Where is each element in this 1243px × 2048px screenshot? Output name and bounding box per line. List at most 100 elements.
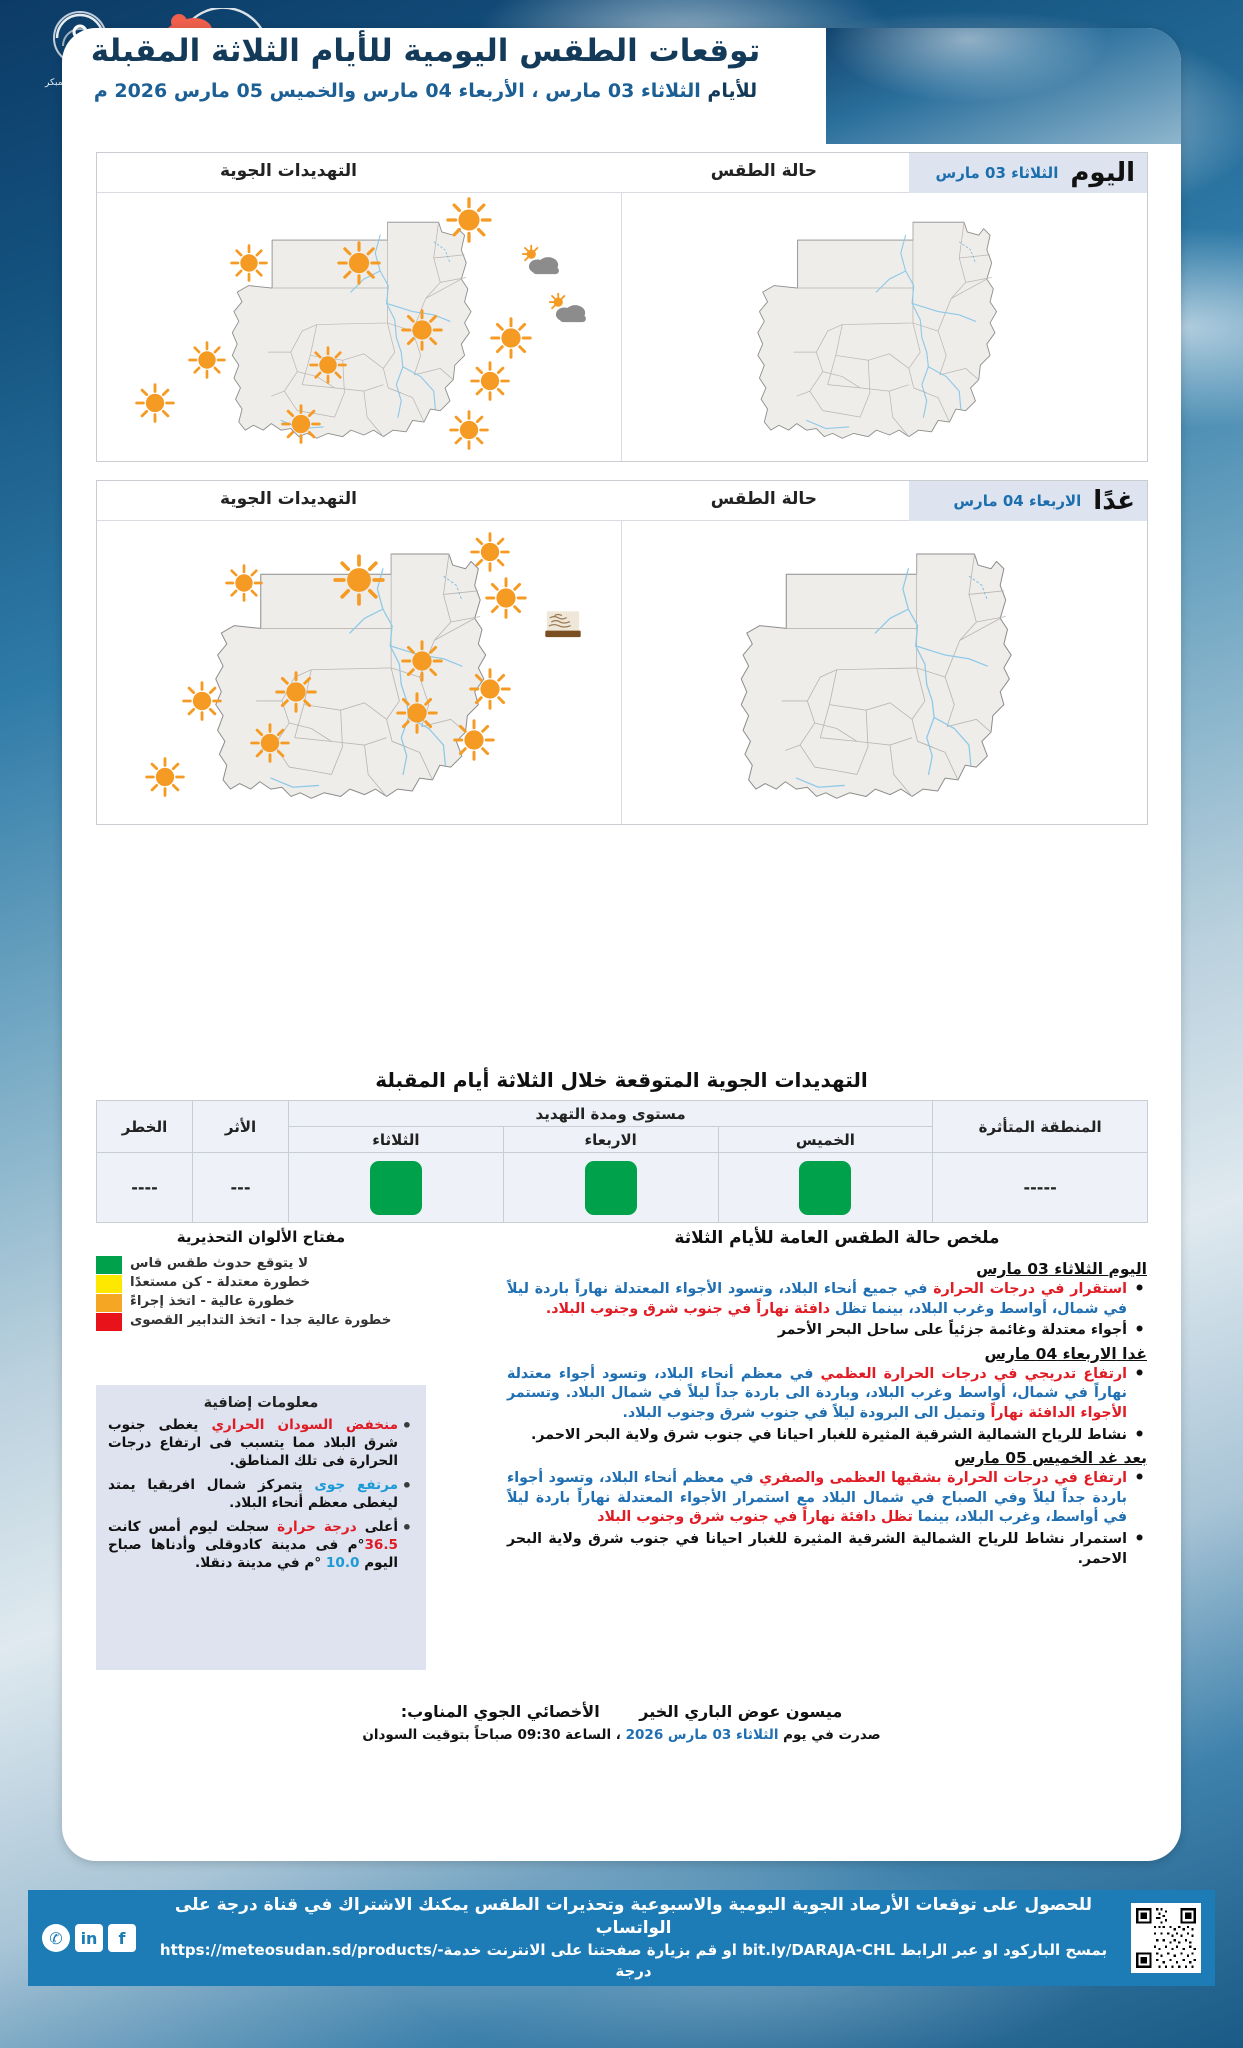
sun-icon bbox=[470, 361, 510, 405]
sun-icon bbox=[401, 309, 443, 355]
date-range-value: الثلاثاء 03 مارس ، الأربعاء 04 مارس والخ… bbox=[93, 79, 701, 102]
dust-storm-icon bbox=[545, 611, 582, 638]
bottom-banner: للحصول على توقعات الأرصاد الجوية اليومية… bbox=[28, 1890, 1215, 1986]
list-item: استمرار نشاط للرياح الشمالية الشرقية الم… bbox=[507, 1528, 1147, 1569]
banner-text: للحصول على توقعات الأرصاد الجوية اليومية… bbox=[136, 1894, 1131, 1982]
today-day-date: الثلاثاء 03 مارس bbox=[935, 164, 1059, 182]
warning-key-list: لا يتوقع حدوث طقس قاس خطورة معتدلة - كن م… bbox=[96, 1256, 426, 1332]
sun-icon bbox=[182, 681, 222, 721]
sun-icon bbox=[469, 667, 511, 710]
sun-icon bbox=[224, 563, 263, 606]
td-sev-wednesday bbox=[502, 1152, 719, 1223]
sun-icon bbox=[449, 409, 489, 454]
tomorrow-weather-map bbox=[97, 521, 622, 824]
warning-key-swatch bbox=[96, 1275, 122, 1293]
summary-body: اليوم الثلاثاء 03 مارساستقرار في درجات ا… bbox=[507, 1258, 1147, 1573]
th-day-wednesday: الاربعاء bbox=[502, 1126, 719, 1153]
sun-icon bbox=[333, 553, 385, 610]
list-item: استقرار في درجات الحرارة في جميع أنحاء ا… bbox=[507, 1278, 1147, 1319]
list-item: مرتفع جوى يتمركز شمال افريقيا يمتد ليغطى… bbox=[108, 1475, 414, 1513]
issued-prefix: صدرت في يوم bbox=[783, 1727, 881, 1743]
sudan-map-outline bbox=[622, 521, 1147, 824]
sun-icon bbox=[188, 341, 226, 379]
panel-tomorrow-body bbox=[97, 521, 1147, 824]
forecaster-name: ميسون عوض الباري الخير bbox=[639, 1702, 843, 1721]
panel-today: اليوم الثلاثاء 03 مارس حالة الطقس التهدي… bbox=[96, 152, 1148, 462]
sun-icon bbox=[145, 756, 185, 801]
warning-key-title: مفتاح الألوان التحذيرية bbox=[176, 1228, 346, 1246]
summary-bullets-2: ارتفاع في درجات الحرارة بشقيها العظمى وا… bbox=[507, 1467, 1147, 1569]
th-day-tuesday: الثلاثاء bbox=[288, 1126, 504, 1153]
cloud-sun-icon bbox=[548, 292, 589, 330]
sun-icon bbox=[490, 317, 532, 360]
date-range-label: للأيام bbox=[707, 79, 758, 102]
sudan-map-outline bbox=[97, 193, 621, 461]
summary-title: ملخص حالة الطقس العامة للأيام الثلاثة bbox=[674, 1228, 1000, 1248]
issued-date: الثلاثاء 03 مارس 2026 bbox=[625, 1727, 779, 1743]
today-day-chip: اليوم الثلاثاء 03 مارس bbox=[909, 153, 1147, 193]
warning-key-label: خطورة معتدلة - كن مستعدًا bbox=[130, 1275, 311, 1290]
banner-short-link[interactable]: bit.ly/DARAJA-CHL bbox=[742, 1940, 896, 1959]
summary-bullets-0: استقرار في درجات الحرارة في جميع أنحاء ا… bbox=[507, 1278, 1147, 1342]
tomorrow-day-date: الاربعاء 04 مارس bbox=[953, 492, 1082, 510]
signature-block: ميسون عوض الباري الخير الأخصائي الجوي ال… bbox=[0, 1702, 1243, 1743]
today-threat-header: التهديدات الجوية bbox=[219, 161, 357, 181]
panel-tomorrow-head: غدًا الاربعاء 04 مارس حالة الطقس التهديد… bbox=[97, 481, 1147, 521]
issued-line: صدرت في يوم الثلاثاء 03 مارس 2026 ، السا… bbox=[0, 1727, 1243, 1743]
page-header: توقعات الطقس اليومية للأيام الثلاثة المق… bbox=[0, 33, 851, 102]
cloud-sun-icon bbox=[548, 292, 586, 322]
panel-tomorrow: غدًا الاربعاء 04 مارس حالة الطقس التهديد… bbox=[96, 480, 1148, 825]
panel-today-head: اليوم الثلاثاء 03 مارس حالة الطقس التهدي… bbox=[97, 153, 1147, 193]
sun-icon bbox=[453, 719, 496, 761]
th-level-group: مستوى ومدة التهديد bbox=[287, 1100, 934, 1127]
sun-icon bbox=[188, 341, 226, 383]
sun-icon bbox=[333, 553, 385, 606]
today-weather-header: حالة الطقس bbox=[710, 161, 817, 181]
sun-icon bbox=[470, 532, 510, 576]
linkedin-icon[interactable]: in bbox=[75, 1924, 103, 1952]
sun-icon bbox=[446, 197, 492, 244]
banner-website-url[interactable]: https://meteosudan.sd/products/خدمة-درجة bbox=[159, 1940, 652, 1980]
summary-day-heading-0: اليوم الثلاثاء 03 مارس bbox=[507, 1260, 1147, 1278]
sun-icon bbox=[395, 692, 438, 738]
summary-day-date: الخميس 05 مارس bbox=[954, 1449, 1094, 1468]
sun-icon bbox=[308, 346, 347, 388]
summary-day-label: غدا bbox=[1122, 1344, 1147, 1363]
banner-visit-label: او قم بزيارة صفحتنا على الانترنت bbox=[486, 1940, 737, 1959]
today-weather-map bbox=[97, 193, 622, 461]
facebook-icon[interactable]: f bbox=[108, 1924, 136, 1952]
today-threat-map bbox=[622, 193, 1147, 461]
threats-table-title: التهديدات الجوية المتوقعة خلال الثلاثة أ… bbox=[375, 1068, 868, 1092]
warning-key-row: خطورة عالية - اتخذ إجراءً bbox=[96, 1294, 426, 1312]
sun-icon bbox=[484, 577, 527, 619]
sun-icon bbox=[145, 756, 185, 797]
issued-suffix: ، الساعة 09:30 صباحاً بتوقيت السودان bbox=[362, 1727, 621, 1743]
warning-key-label: خطورة عالية جدا - اتخذ التدابير القصوى bbox=[130, 1313, 392, 1328]
threats-table-head: المنطقة المتأثرة مستوى ومدة التهديد الأث… bbox=[96, 1100, 1148, 1153]
summary-day-heading-1: غدا الاربعاء 04 مارس bbox=[507, 1345, 1147, 1363]
sun-icon bbox=[224, 563, 263, 602]
sun-icon bbox=[449, 409, 489, 450]
sun-icon bbox=[337, 241, 381, 289]
th-risk: الخطر bbox=[96, 1100, 193, 1153]
sun-icon bbox=[281, 404, 322, 448]
sun-icon bbox=[250, 723, 290, 763]
severity-box-tuesday bbox=[369, 1160, 422, 1215]
whatsapp-icon[interactable]: ✆ bbox=[42, 1924, 70, 1952]
banner-line-2: بمسح الباركود او عبر الرابط bit.ly/DARAJ… bbox=[148, 1940, 1119, 1982]
td-area: ----- bbox=[932, 1152, 1148, 1223]
summary-day-heading-2: بعد غد الخميس 05 مارس bbox=[507, 1449, 1147, 1467]
sun-icon bbox=[250, 723, 290, 767]
sun-icon bbox=[275, 670, 317, 717]
list-item: ارتفاع في درجات الحرارة بشقيها العظمى وا… bbox=[507, 1467, 1147, 1528]
sudan-map-outline bbox=[97, 521, 621, 824]
sun-icon bbox=[453, 719, 496, 765]
sun-icon bbox=[490, 317, 532, 363]
td-impact: --- bbox=[192, 1152, 289, 1223]
warning-key-swatch bbox=[96, 1313, 122, 1331]
td-sev-tuesday bbox=[288, 1152, 504, 1223]
tomorrow-weather-header: حالة الطقس bbox=[710, 489, 817, 509]
summary-day-date: الاربعاء 04 مارس bbox=[984, 1344, 1117, 1363]
qr-code-icon[interactable] bbox=[1131, 1903, 1201, 1973]
summary-day-label: اليوم bbox=[1108, 1260, 1147, 1278]
